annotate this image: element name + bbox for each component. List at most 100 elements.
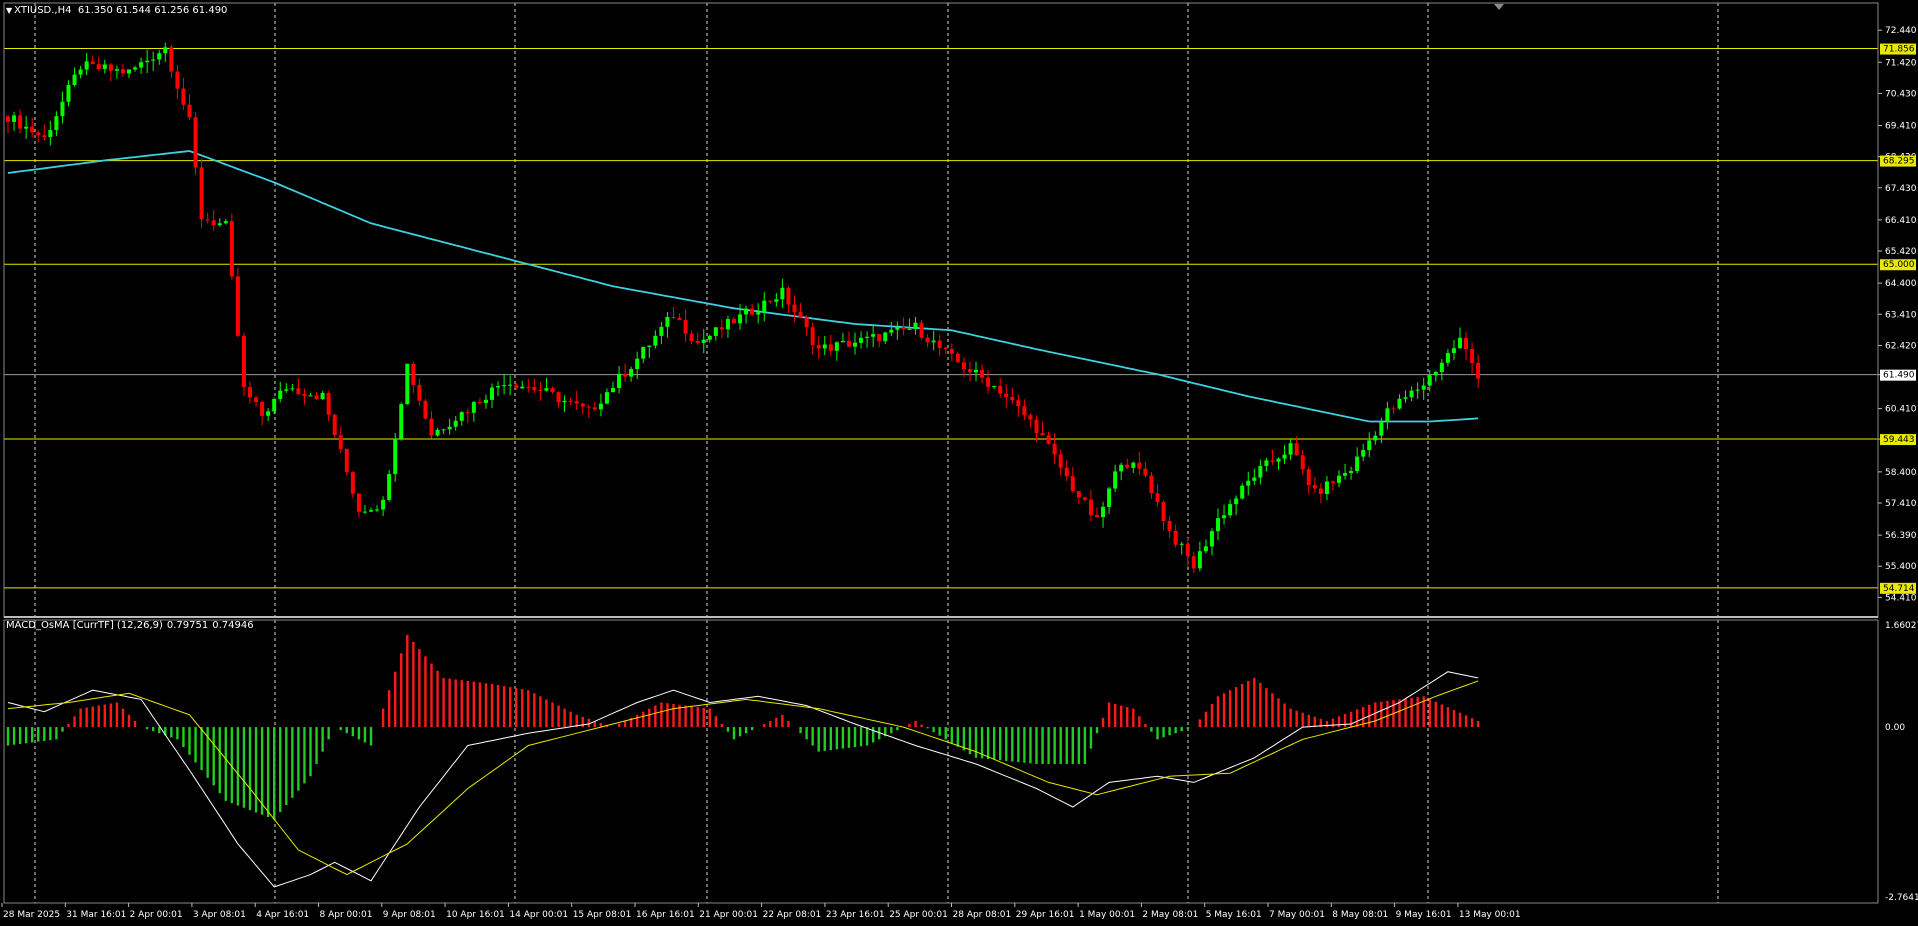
candle-body <box>967 369 972 373</box>
candle <box>181 77 186 110</box>
candle-body <box>1222 515 1227 519</box>
candle-body <box>998 385 1003 394</box>
candle <box>532 378 537 393</box>
candle <box>1403 390 1408 403</box>
candle <box>865 331 870 348</box>
candle <box>145 49 150 73</box>
candle-body <box>828 344 833 351</box>
candle-body <box>961 362 966 370</box>
ohlc-high: 61.544 <box>116 5 152 16</box>
candle <box>792 295 797 322</box>
price-tick-label: 70.430 <box>1885 89 1917 99</box>
candle <box>756 303 761 324</box>
candle <box>429 411 434 439</box>
candle <box>1318 483 1323 504</box>
candle <box>120 63 125 77</box>
candle-body <box>441 429 446 431</box>
candle <box>248 381 252 404</box>
candle-body <box>1318 488 1323 494</box>
candle-body <box>1161 502 1166 522</box>
indicator-name: MACD_OsMA [CurrTF] (12,26,9) <box>6 620 163 631</box>
candle <box>350 471 355 498</box>
candle-body <box>490 387 494 400</box>
candle-body <box>604 392 609 404</box>
time-label: 28 Apr 08:01 <box>953 910 1012 920</box>
candle <box>967 361 972 382</box>
candle-body <box>508 384 513 386</box>
candle <box>1391 405 1396 414</box>
candle-body <box>750 308 755 315</box>
candle-body <box>1058 454 1063 468</box>
dropdown-arrow-icon[interactable]: ▼ <box>6 6 13 15</box>
candle-body <box>54 116 59 131</box>
candle-body <box>344 448 349 473</box>
candle <box>1173 524 1178 548</box>
candle <box>538 381 543 401</box>
candle <box>1324 476 1329 501</box>
candle-body <box>913 322 918 329</box>
candle <box>1004 384 1009 408</box>
candle-body <box>780 287 785 300</box>
candle-body <box>1131 462 1136 468</box>
candle <box>1191 552 1196 574</box>
candle <box>544 377 549 392</box>
candle-body <box>423 400 428 419</box>
candle <box>647 345 652 358</box>
candle-body <box>108 64 113 71</box>
candle <box>508 375 513 396</box>
candle-body <box>943 347 948 350</box>
current-price-label: 61.490 <box>1883 371 1915 381</box>
candle <box>1361 443 1366 462</box>
candle-body <box>1439 362 1444 373</box>
candle <box>1427 369 1432 392</box>
candle <box>369 507 373 512</box>
candle-body <box>768 300 773 302</box>
candle-body <box>66 84 71 102</box>
candle-body <box>36 132 41 136</box>
level-label: 68.295 <box>1883 157 1915 167</box>
candle-body <box>272 398 277 412</box>
candle-body <box>308 395 313 397</box>
candle-body <box>719 327 724 330</box>
candle-body <box>217 223 222 226</box>
candle-body <box>6 116 10 122</box>
level-label: 54.714 <box>1883 584 1915 594</box>
candle <box>798 303 803 319</box>
candle <box>78 66 83 79</box>
candle-body <box>133 67 138 70</box>
time-label: 7 May 00:01 <box>1269 910 1325 920</box>
candle-body <box>1228 504 1233 516</box>
candle-body <box>1143 468 1148 476</box>
candle-body <box>1451 348 1456 354</box>
candle <box>296 378 301 395</box>
candle <box>665 311 670 338</box>
candle-body <box>266 411 271 416</box>
time-label: 28 Mar 2025 <box>3 910 60 920</box>
candle <box>641 346 646 364</box>
candle-body <box>163 47 168 54</box>
candle <box>1149 472 1154 499</box>
candle <box>810 322 815 355</box>
candle-body <box>1385 408 1390 422</box>
candle-body <box>974 369 978 373</box>
candle <box>102 59 107 74</box>
candle-body <box>211 220 216 226</box>
candle-body <box>296 388 301 395</box>
candle-body <box>1016 400 1021 407</box>
indicator-value-1: 0.79751 <box>166 620 209 631</box>
candle-body <box>1421 385 1426 390</box>
candle <box>1367 432 1372 458</box>
candle <box>514 383 519 390</box>
candle-body <box>574 401 579 404</box>
candle <box>828 334 833 357</box>
candle <box>1185 537 1190 567</box>
candle <box>1082 496 1087 502</box>
candle <box>290 383 295 392</box>
candle <box>1385 401 1390 430</box>
candle-body <box>617 373 622 388</box>
candle <box>1252 468 1257 485</box>
candle <box>465 409 470 423</box>
signal-line <box>7 680 1479 876</box>
candle-body <box>1306 469 1311 486</box>
